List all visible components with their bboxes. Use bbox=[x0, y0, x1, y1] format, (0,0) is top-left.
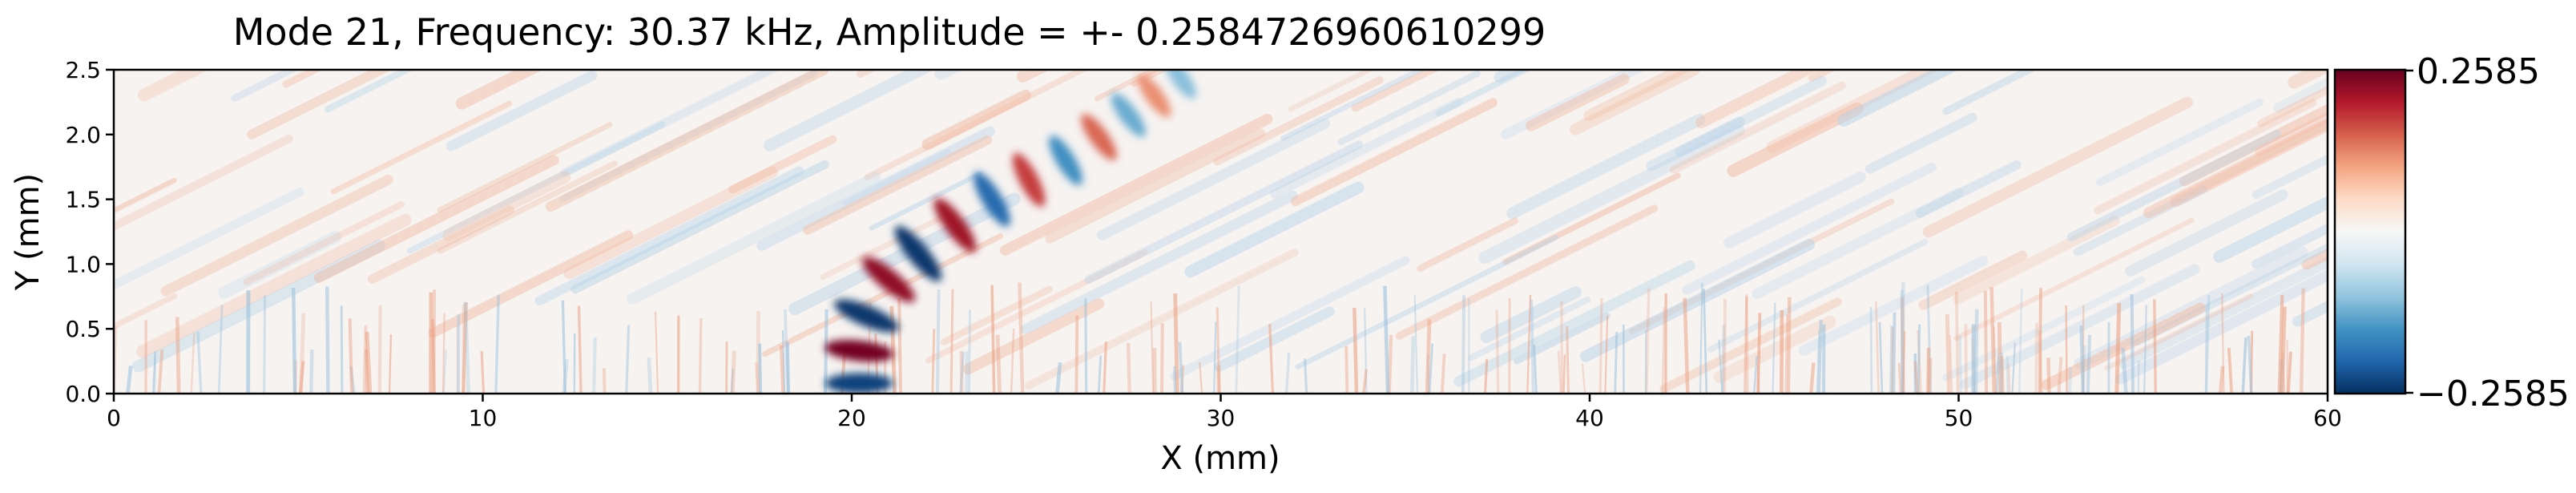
x-tick-label: 60 bbox=[2313, 405, 2342, 431]
colorbar-max-label: 0.2585 bbox=[2417, 51, 2540, 92]
x-tick-label: 10 bbox=[469, 405, 498, 431]
y-tick-label: 2.0 bbox=[65, 122, 101, 148]
mode-lobe bbox=[834, 299, 899, 333]
y-tick-label: 0.0 bbox=[65, 381, 101, 407]
chart-title: Mode 21, Frequency: 30.37 kHz, Amplitude… bbox=[233, 10, 1546, 54]
heatmap-area bbox=[114, 70, 2328, 394]
mode-lobe bbox=[1137, 74, 1171, 118]
x-tick-label: 30 bbox=[1207, 405, 1236, 431]
mode-lobe bbox=[1111, 93, 1147, 137]
x-tick-label: 50 bbox=[1945, 405, 1973, 431]
mode-lobe bbox=[894, 226, 942, 281]
colorbar-min-label: −0.2585 bbox=[2417, 374, 2570, 414]
mode-lobe bbox=[933, 198, 977, 253]
mode-lobe bbox=[862, 257, 916, 303]
heatmap-background bbox=[114, 70, 2328, 394]
y-tick-label: 1.5 bbox=[65, 187, 101, 213]
x-tick-label: 40 bbox=[1575, 405, 1604, 431]
mode-lobe bbox=[1049, 135, 1083, 186]
mode-lobe bbox=[1081, 114, 1117, 160]
y-tick-label: 2.5 bbox=[65, 57, 101, 83]
colorbar bbox=[2333, 68, 2407, 395]
mode-lobe bbox=[824, 340, 894, 362]
mode-lobe bbox=[824, 373, 893, 394]
x-tick-label: 0 bbox=[107, 405, 121, 431]
mode-lobe bbox=[1163, 70, 1196, 99]
y-tick-label: 0.5 bbox=[65, 316, 101, 342]
x-tick-label: 20 bbox=[837, 405, 866, 431]
x-axis-label: X (mm) bbox=[1160, 440, 1280, 477]
y-axis-ticks: 0.0 0.5 1.0 1.5 2.0 2.5 bbox=[65, 57, 114, 407]
y-axis-label: Y (mm) bbox=[10, 173, 46, 291]
x-axis-ticks: 0 10 20 30 40 50 60 bbox=[107, 394, 2342, 431]
mode-lobe bbox=[974, 172, 1010, 227]
mode-lobes bbox=[824, 70, 1196, 394]
background-texture bbox=[114, 70, 2328, 394]
y-tick-label: 1.0 bbox=[65, 251, 101, 277]
mode-lobe bbox=[1012, 152, 1046, 207]
